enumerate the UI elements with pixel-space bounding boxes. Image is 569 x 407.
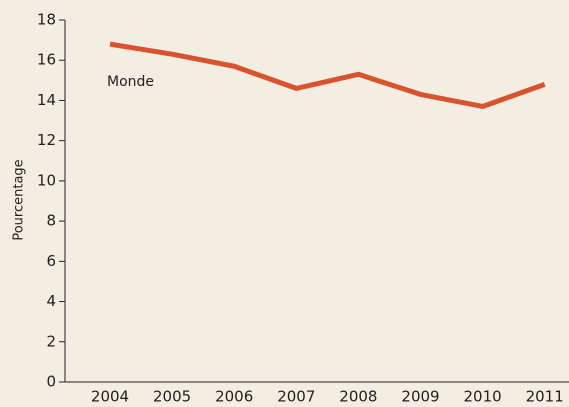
y-tick-label: 8	[46, 212, 56, 230]
x-tick-label: 2006	[215, 388, 253, 406]
x-tick-label: 2004	[91, 388, 129, 406]
x-tick-label: 2011	[526, 388, 564, 406]
annotation: Monde	[107, 74, 154, 90]
y-tick-label: 12	[37, 131, 56, 149]
x-tick-label: 2008	[339, 388, 377, 406]
x-tick-label: 2009	[401, 388, 439, 406]
y-tick-label: 18	[37, 11, 56, 29]
x-tick-label: 2005	[153, 388, 191, 406]
x-tick-label: 2007	[277, 388, 315, 406]
x-tick-label: 2010	[464, 388, 502, 406]
y-tick-label: 2	[46, 332, 56, 350]
y-tick-label: 14	[37, 91, 56, 109]
y-tick-label: 10	[37, 171, 56, 189]
y-axis-label: Pourcentage	[12, 159, 27, 240]
y-tick-label: 4	[46, 292, 56, 310]
y-tick-label: 6	[46, 252, 56, 270]
line-series	[109, 41, 546, 109]
y-tick-label: 0	[46, 373, 56, 391]
y-tick-label: 16	[37, 51, 56, 69]
